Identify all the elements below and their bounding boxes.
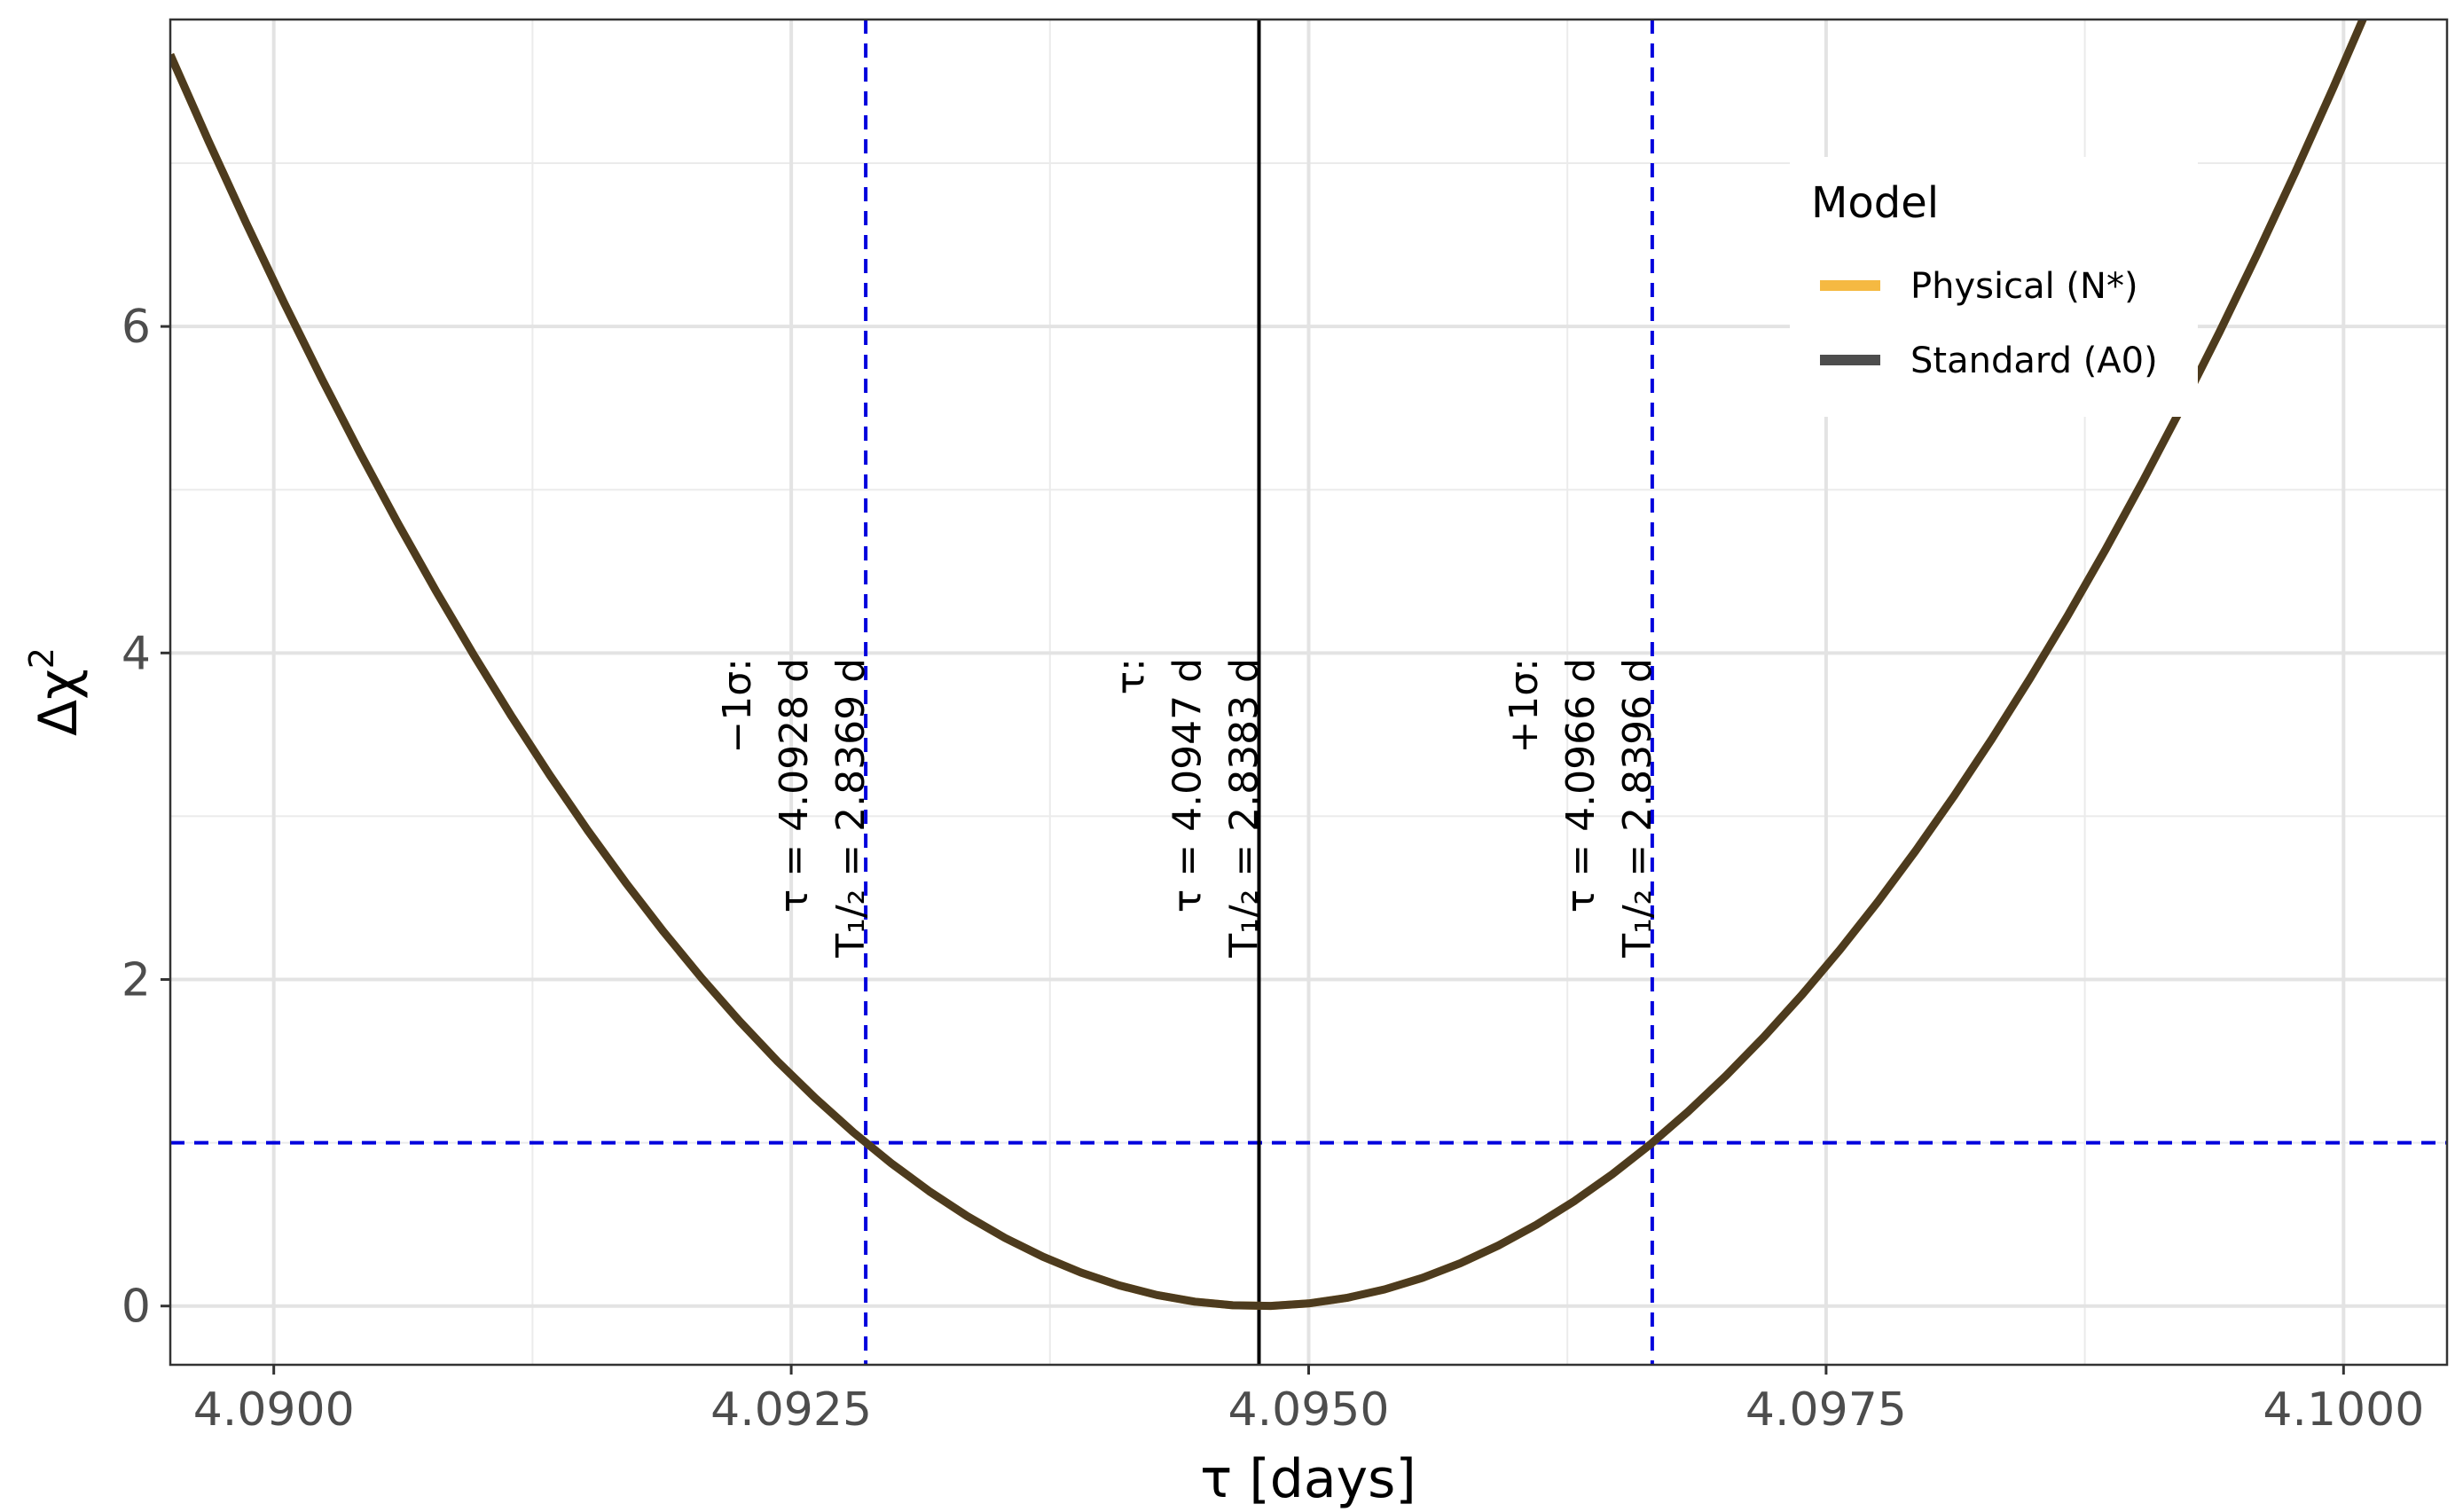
y-axis-title: Δχ2: [22, 647, 90, 736]
legend-label-standard: Standard (A0): [1910, 341, 2158, 381]
y-tick-label-2: 4: [122, 627, 151, 680]
y-tick-label-0: 0: [122, 1281, 151, 1334]
y-axis-title-superscript: 2: [22, 647, 61, 669]
y-tick-label-1: 2: [122, 954, 151, 1007]
annotation-minus-1sigma-line-0: −1σ:: [715, 658, 760, 754]
series-layer: [170, 20, 2367, 1311]
annotations: −1σ: τ = 4.0928 d T₁/₂ = 2.8369 d τ: τ = 4.0…: [715, 658, 1660, 959]
annotation-minus-1sigma-line-2: T₁/₂ = 2.8369 d: [828, 658, 874, 959]
x-tick-label-1: 4.0925: [710, 1383, 872, 1437]
annotation-plus-1sigma-line-2: T₁/₂ = 2.8396 d: [1615, 658, 1660, 959]
x-tick-label-2: 4.0950: [1228, 1383, 1390, 1437]
reference-lines: [170, 20, 2447, 1365]
annotation-minus-1sigma-line-1: τ = 4.0928 d: [772, 658, 817, 913]
y-axis-title-main: Δχ: [27, 669, 90, 736]
annotation-plus-1sigma-line-0: +1σ:: [1502, 658, 1547, 754]
y-tick-label-3: 6: [122, 301, 151, 354]
x-tick-label-4: 4.1000: [2263, 1383, 2424, 1437]
legend: Model Physical (N*) Standard (A0): [1790, 157, 2198, 417]
legend-title: Model: [1811, 178, 1939, 228]
y-axis: 0 2 4 6: [122, 301, 170, 1334]
series-standard-curve: [170, 20, 2367, 1311]
annotation-plus-1sigma-line-1: τ = 4.0966 d: [1558, 658, 1604, 913]
annotation-best-fit-line-0: τ:: [1109, 658, 1154, 694]
annotation-best-fit-line-1: τ = 4.0947 d: [1165, 658, 1211, 913]
x-tick-label-0: 4.0900: [193, 1383, 355, 1437]
x-axis: 4.0900 4.0925 4.0950 4.0975 4.1000: [193, 1365, 2424, 1437]
annotation-best-fit-line-2: T₁/₂ = 2.8383 d: [1222, 658, 1267, 959]
x-axis-title: τ [days]: [1200, 1448, 1416, 1510]
x-tick-label-3: 4.0975: [1745, 1383, 1907, 1437]
legend-label-physical: Physical (N*): [1910, 266, 2138, 307]
